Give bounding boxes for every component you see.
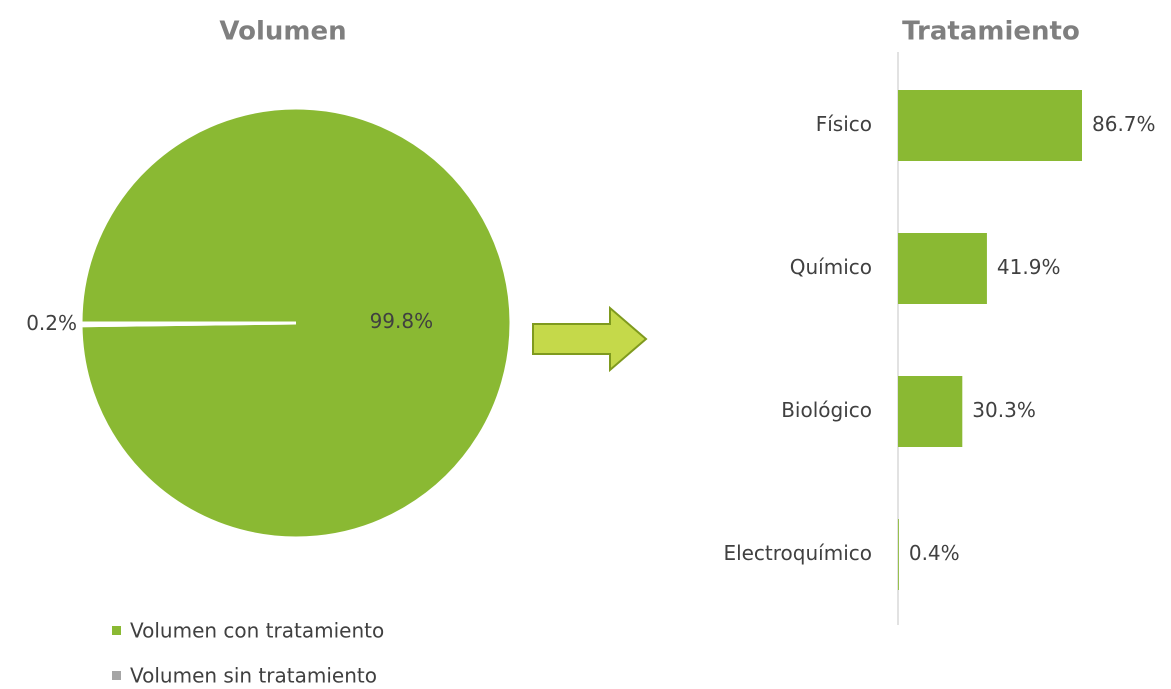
value-label: 41.9% [997, 255, 1061, 279]
legend-label: Volumen con tratamiento [130, 619, 384, 643]
category-label: Físico [816, 112, 872, 136]
pie-title: Volumen [219, 17, 346, 47]
bar [898, 376, 963, 447]
pie-slice [79, 321, 297, 328]
category-label: Químico [790, 255, 872, 279]
legend-swatch [112, 626, 121, 635]
bar [898, 90, 1082, 161]
category-label: Biológico [781, 398, 872, 422]
value-label: 86.7% [1092, 112, 1156, 136]
pie-label: 99.8% [370, 309, 434, 333]
bar [898, 519, 899, 590]
bar-title: Tratamiento [902, 17, 1080, 47]
arrow [532, 305, 648, 373]
legend-label: Volumen sin tratamiento [130, 664, 377, 688]
legend-swatch [112, 671, 121, 680]
value-label: 30.3% [972, 398, 1036, 422]
value-label: 0.4% [909, 541, 960, 565]
pie-label: 0.2% [26, 311, 77, 335]
category-label: Electroquímico [723, 541, 872, 565]
bar [898, 233, 987, 304]
